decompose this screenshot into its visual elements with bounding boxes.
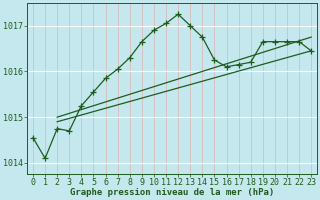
- X-axis label: Graphe pression niveau de la mer (hPa): Graphe pression niveau de la mer (hPa): [70, 188, 274, 197]
